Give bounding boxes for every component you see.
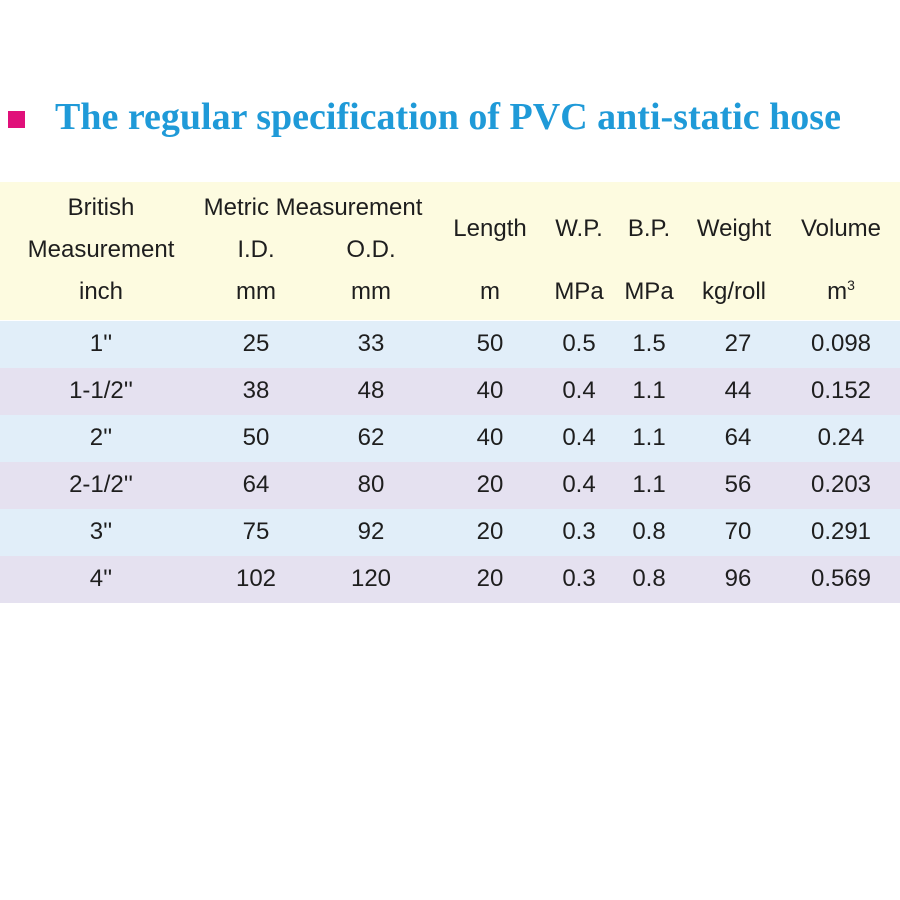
cell-weight: 44	[724, 377, 752, 404]
header-volume-unit: m3	[827, 277, 855, 305]
header-wp: W.P.	[555, 215, 603, 242]
cell-od: 62	[357, 424, 385, 451]
cell-wp: 0.4	[562, 471, 596, 498]
table-row: 3'' 75 92 20 0.3 0.8 70 0.291	[0, 509, 900, 556]
header-bp: B.P.	[627, 215, 671, 242]
cell-wp: 0.5	[562, 330, 596, 357]
cell-volume: 0.291	[810, 518, 872, 545]
cell-id: 25	[242, 330, 270, 357]
cell-bp: 1.1	[632, 424, 666, 451]
cell-british: 2-1/2''	[69, 471, 133, 498]
cell-length: 40	[476, 377, 504, 404]
header-volume: Volume	[800, 215, 882, 242]
header-od-unit: mm	[351, 278, 391, 305]
cell-id: 75	[242, 518, 270, 545]
cell-british: 3''	[89, 518, 113, 545]
cell-od: 80	[357, 471, 385, 498]
cell-british: 4''	[89, 565, 113, 592]
table-row: 1'' 25 33 50 0.5 1.5 27 0.098	[0, 321, 900, 368]
table-header: British Measurement inch Metric Measurem…	[0, 182, 900, 320]
header-id: I.D.	[237, 236, 275, 263]
cell-id: 50	[242, 424, 270, 451]
cell-british: 1-1/2''	[69, 377, 133, 404]
cell-british: 2''	[89, 424, 113, 451]
header-british-unit: inch	[78, 278, 124, 305]
cell-bp: 1.1	[632, 471, 666, 498]
header-od: O.D.	[346, 236, 396, 263]
cell-length: 40	[476, 424, 504, 451]
cell-british: 1''	[89, 330, 113, 357]
cell-bp: 1.5	[632, 330, 666, 357]
header-weight-unit: kg/roll	[701, 278, 767, 305]
cell-weight: 70	[724, 518, 752, 545]
header-length-unit: m	[480, 278, 500, 305]
page-title: The regular specification of PVC anti-st…	[55, 96, 841, 138]
cell-weight: 56	[724, 471, 752, 498]
table-row: 4'' 102 120 20 0.3 0.8 96 0.569	[0, 556, 900, 603]
cell-wp: 0.3	[562, 518, 596, 545]
cell-weight: 64	[724, 424, 752, 451]
header-bp-unit: MPa	[624, 278, 674, 305]
cell-od: 33	[357, 330, 385, 357]
title-row: The regular specification of PVC anti-st…	[8, 92, 841, 142]
cell-volume: 0.098	[810, 330, 872, 357]
cell-bp: 1.1	[632, 377, 666, 404]
cell-volume: 0.24	[817, 424, 865, 451]
cell-bp: 0.8	[632, 518, 666, 545]
header-length: Length	[453, 215, 527, 242]
header-wp-unit: MPa	[554, 278, 604, 305]
cell-volume: 0.203	[810, 471, 872, 498]
header-measurement: Measurement	[27, 236, 175, 263]
table-row: 2'' 50 62 40 0.4 1.1 64 0.24	[0, 415, 900, 462]
cell-od: 48	[357, 377, 385, 404]
header-id-unit: mm	[236, 278, 276, 305]
cell-id: 38	[242, 377, 270, 404]
cell-id: 102	[235, 565, 277, 592]
cell-wp: 0.3	[562, 565, 596, 592]
cell-wp: 0.4	[562, 377, 596, 404]
cell-id: 64	[242, 471, 270, 498]
square-bullet-icon	[8, 110, 25, 128]
cell-weight: 27	[724, 330, 752, 357]
cell-od: 120	[350, 565, 392, 592]
cell-wp: 0.4	[562, 424, 596, 451]
header-british: British	[67, 194, 135, 221]
cell-bp: 0.8	[632, 565, 666, 592]
cell-weight: 96	[724, 565, 752, 592]
cell-length: 20	[476, 565, 504, 592]
cell-volume: 0.569	[810, 565, 872, 592]
table-row: 1-1/2'' 38 48 40 0.4 1.1 44 0.152	[0, 368, 900, 415]
cell-length: 20	[476, 471, 504, 498]
cell-length: 20	[476, 518, 504, 545]
cell-length: 50	[476, 330, 504, 357]
header-weight: Weight	[696, 215, 772, 242]
cell-volume: 0.152	[810, 377, 872, 404]
cell-od: 92	[357, 518, 385, 545]
header-metric: Metric Measurement	[203, 194, 423, 221]
table-row: 2-1/2'' 64 80 20 0.4 1.1 56 0.203	[0, 462, 900, 509]
